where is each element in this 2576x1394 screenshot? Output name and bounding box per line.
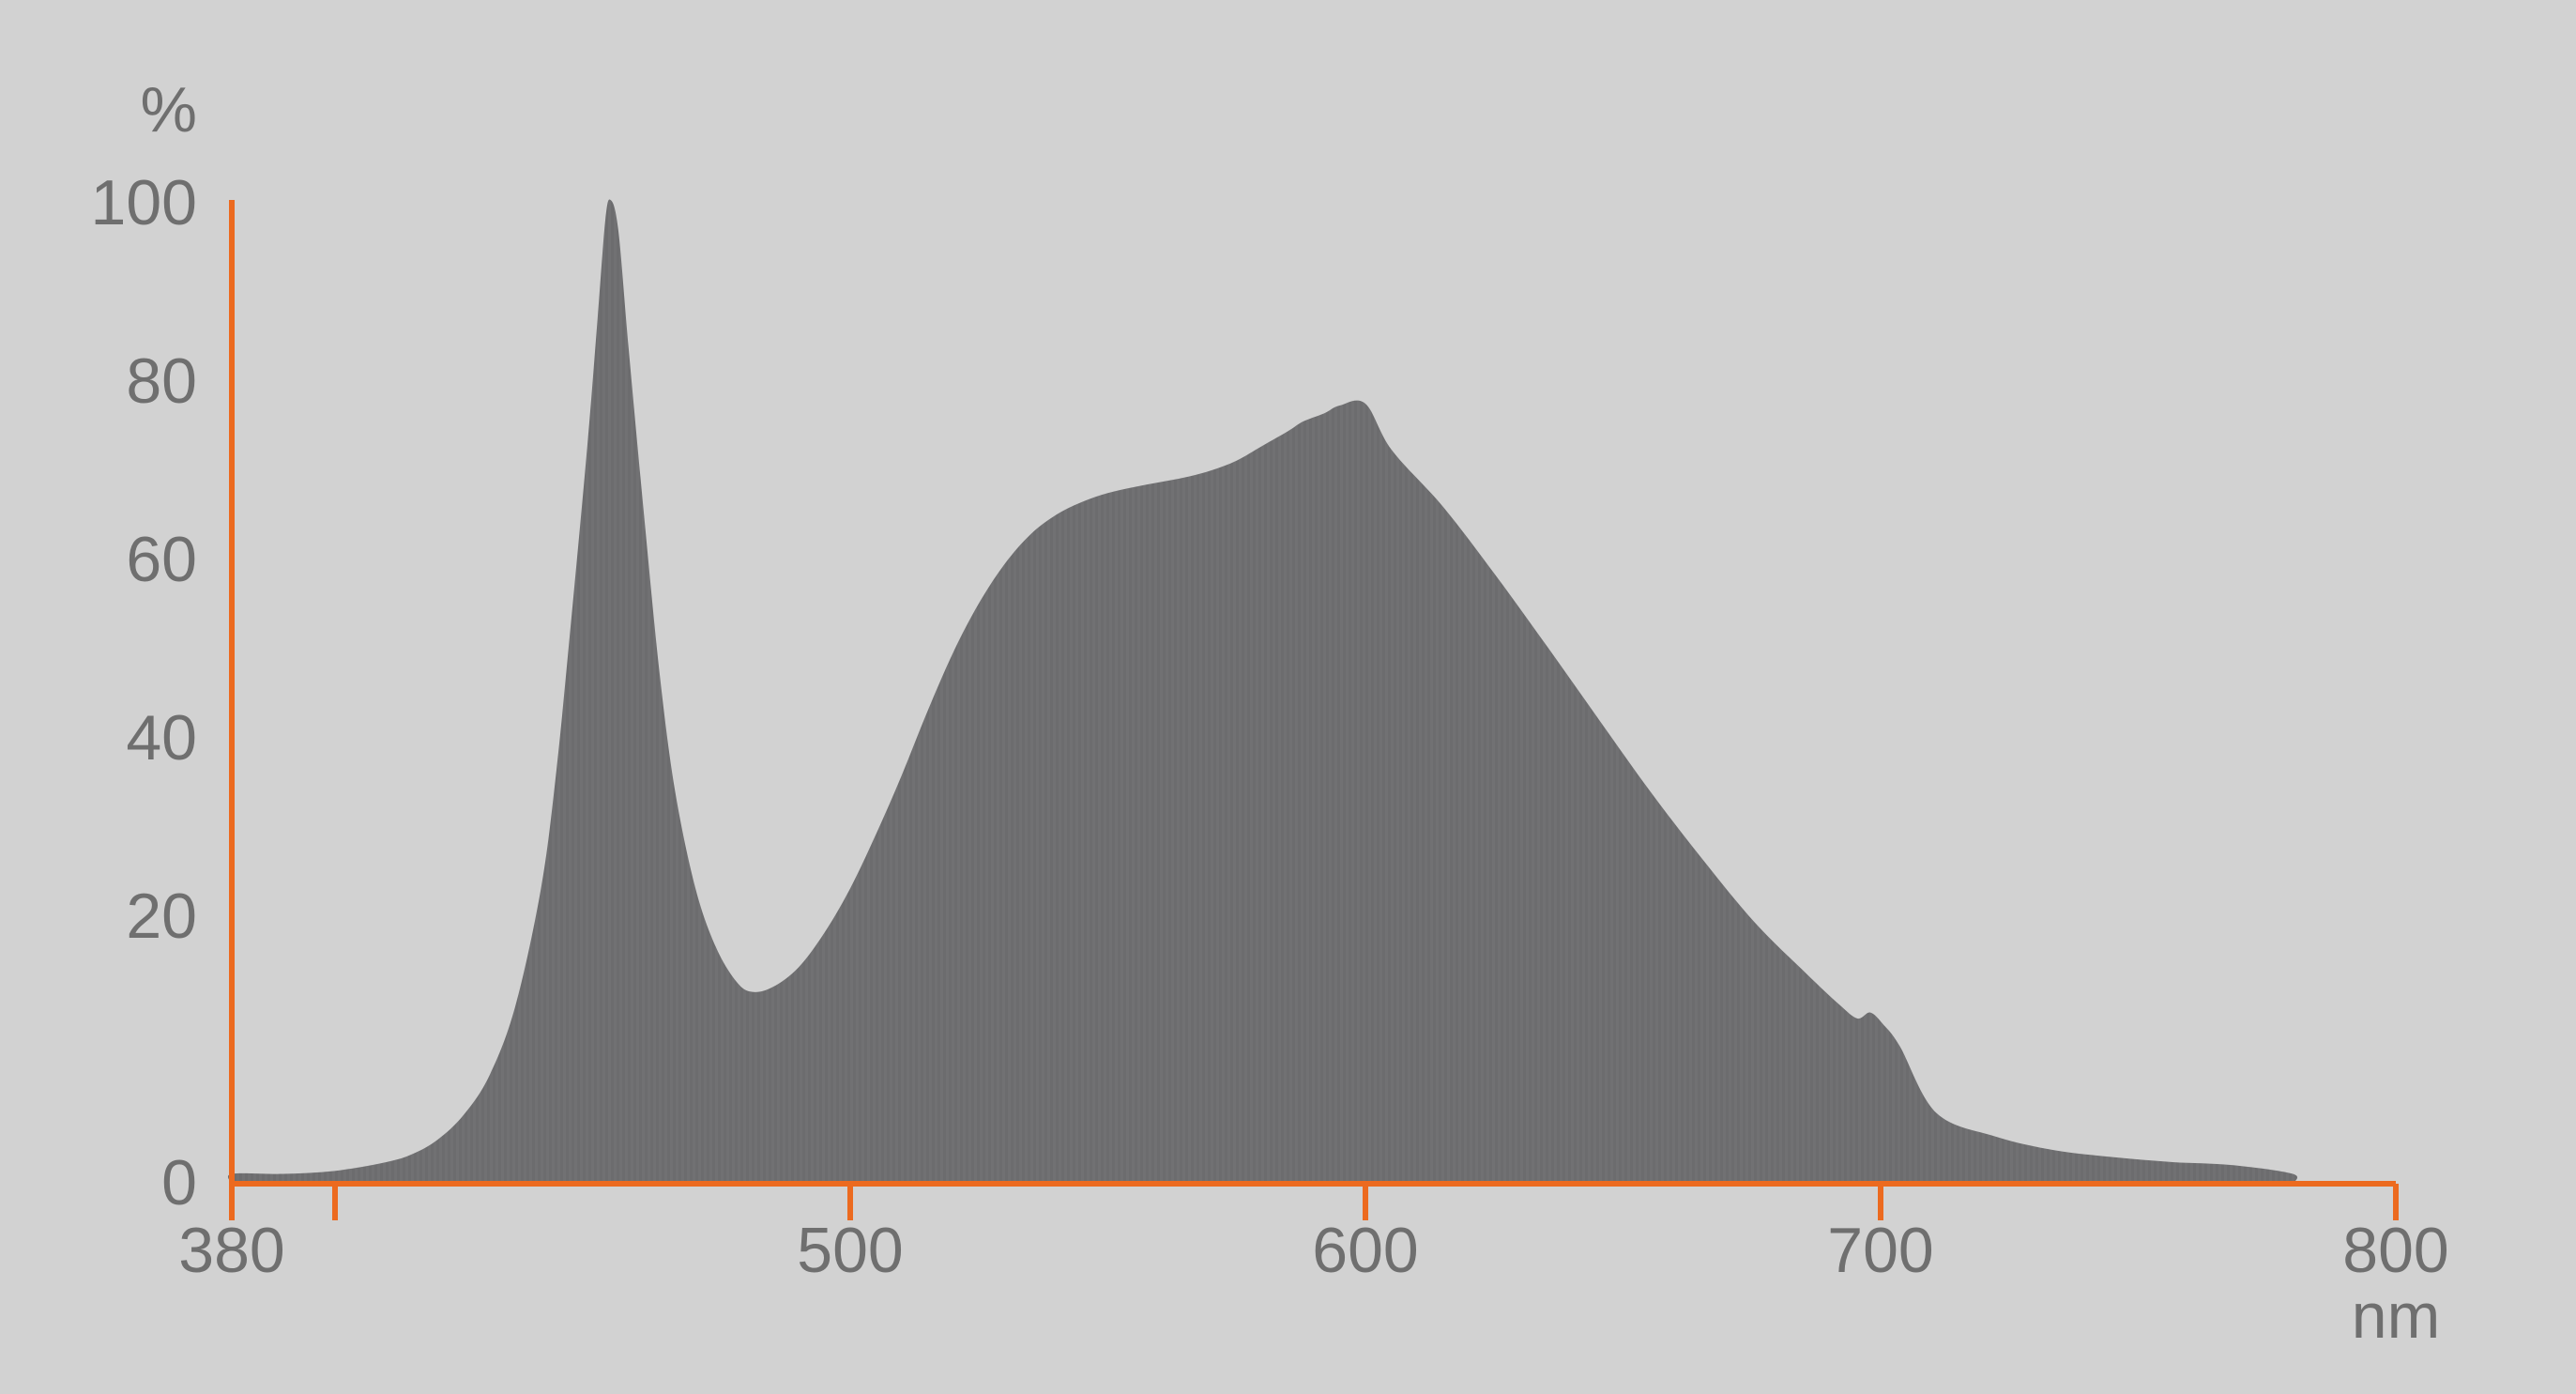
svg-text:500: 500 xyxy=(797,1215,903,1286)
svg-text:800: 800 xyxy=(2342,1215,2448,1286)
svg-text:600: 600 xyxy=(1312,1215,1418,1286)
svg-text:0: 0 xyxy=(161,1147,197,1218)
svg-text:700: 700 xyxy=(1827,1215,1933,1286)
svg-text:80: 80 xyxy=(126,345,197,417)
svg-text:40: 40 xyxy=(126,702,197,774)
svg-text:%: % xyxy=(141,74,197,146)
svg-text:nm: nm xyxy=(2352,1280,2440,1352)
svg-text:100: 100 xyxy=(91,167,197,238)
svg-text:380: 380 xyxy=(178,1215,284,1286)
svg-text:60: 60 xyxy=(126,524,197,595)
svg-text:20: 20 xyxy=(126,881,197,952)
